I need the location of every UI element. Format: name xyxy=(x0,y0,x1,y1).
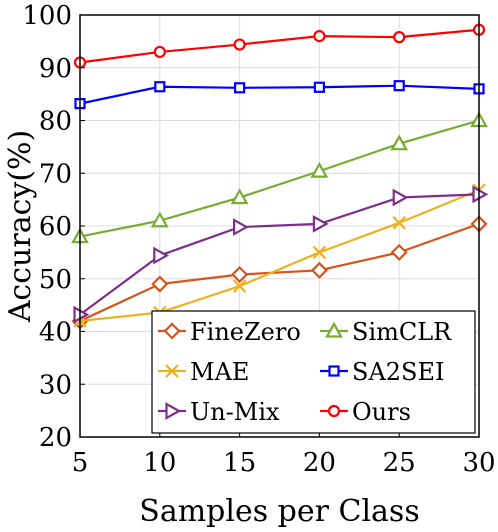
legend-entry-sa2sei: SA2SEI xyxy=(320,358,444,386)
data-point-sa2sei xyxy=(393,80,405,92)
x-tick-label: 20 xyxy=(303,448,336,478)
legend-marker xyxy=(325,321,343,338)
legend-label: FineZero xyxy=(190,318,301,346)
legend-label: SimCLR xyxy=(352,318,452,346)
y-tick-label: 50 xyxy=(39,265,72,295)
x-tick-label: 25 xyxy=(383,448,416,478)
series-simclr xyxy=(71,111,488,244)
x-tick-label: 30 xyxy=(462,448,495,478)
legend-marker xyxy=(327,404,341,418)
data-point-sa2sei xyxy=(234,82,246,94)
data-point-ours xyxy=(153,45,166,59)
data-point-un-mix xyxy=(312,215,329,233)
x-axis-title: Samples per Class xyxy=(139,494,419,529)
data-point-sa2sei xyxy=(154,81,166,93)
series-line-un-mix xyxy=(79,193,480,316)
series-lines xyxy=(71,23,489,330)
data-point-finezero xyxy=(151,275,169,293)
legend-entry-mae: MAE xyxy=(158,358,249,386)
legend-entry-ours: Ours xyxy=(320,398,411,426)
series-line-mae xyxy=(79,189,480,323)
data-point-finezero xyxy=(390,243,408,261)
legend-marker xyxy=(328,365,340,377)
series-mae xyxy=(73,183,486,328)
legend-label: Un-Mix xyxy=(190,398,280,426)
data-point-simclr xyxy=(150,211,169,228)
y-tick-label: 60 xyxy=(39,212,72,242)
x-tick-label: 10 xyxy=(143,448,176,478)
legend-entry-finezero: FineZero xyxy=(158,318,301,346)
data-point-un-mix xyxy=(153,246,170,265)
x-tick-label: 5 xyxy=(72,448,89,478)
data-point-un-mix xyxy=(392,188,409,207)
legend-entry-simclr: SimCLR xyxy=(320,318,452,346)
y-axis-title: Accuracy(%) xyxy=(3,130,38,323)
data-point-finezero xyxy=(231,265,249,284)
y-tick-label: 20 xyxy=(39,423,72,453)
data-point-ours xyxy=(313,29,326,43)
data-point-mae xyxy=(392,216,406,230)
series-un-mix xyxy=(73,185,489,324)
y-tick-label: 40 xyxy=(39,318,72,348)
series-line-sa2sei xyxy=(79,84,480,105)
data-point-sa2sei xyxy=(313,81,325,93)
y-tick-label: 80 xyxy=(39,107,72,137)
data-point-un-mix xyxy=(233,218,249,236)
series-line-finezero xyxy=(79,222,480,322)
tick-labels: 5 10 15 20 25 30 20 30 40 50 60 70 80 90 100 xyxy=(22,1,495,478)
legend: FineZero SimCLR MAE SA2SEI Un-Mix Ours xyxy=(151,310,476,434)
data-point-simclr xyxy=(390,134,409,151)
series-sa2sei xyxy=(74,80,485,110)
data-point-simclr xyxy=(230,188,249,205)
legend-marker xyxy=(165,364,179,378)
legend-label: MAE xyxy=(190,358,249,386)
legend-label: Ours xyxy=(352,398,411,426)
x-tick-label: 15 xyxy=(223,448,256,478)
legend-label: SA2SEI xyxy=(352,358,444,386)
series-line-simclr xyxy=(79,119,480,238)
series-line-ours xyxy=(79,28,480,64)
y-tick-label: 30 xyxy=(39,370,72,400)
y-tick-label: 70 xyxy=(39,159,72,189)
legend-box xyxy=(151,310,476,434)
data-point-simclr xyxy=(310,161,329,178)
data-point-ours xyxy=(393,31,406,44)
y-tick-label: 100 xyxy=(22,1,72,31)
legend-marker xyxy=(163,322,181,340)
data-point-finezero xyxy=(310,261,328,279)
legend-entry-un-mix: Un-Mix xyxy=(158,398,280,426)
series-ours xyxy=(73,23,486,69)
data-point-ours xyxy=(233,38,246,51)
legend-marker xyxy=(165,402,182,420)
data-point-mae xyxy=(312,245,327,260)
y-tick-label: 90 xyxy=(39,54,72,84)
data-point-mae xyxy=(232,279,247,293)
